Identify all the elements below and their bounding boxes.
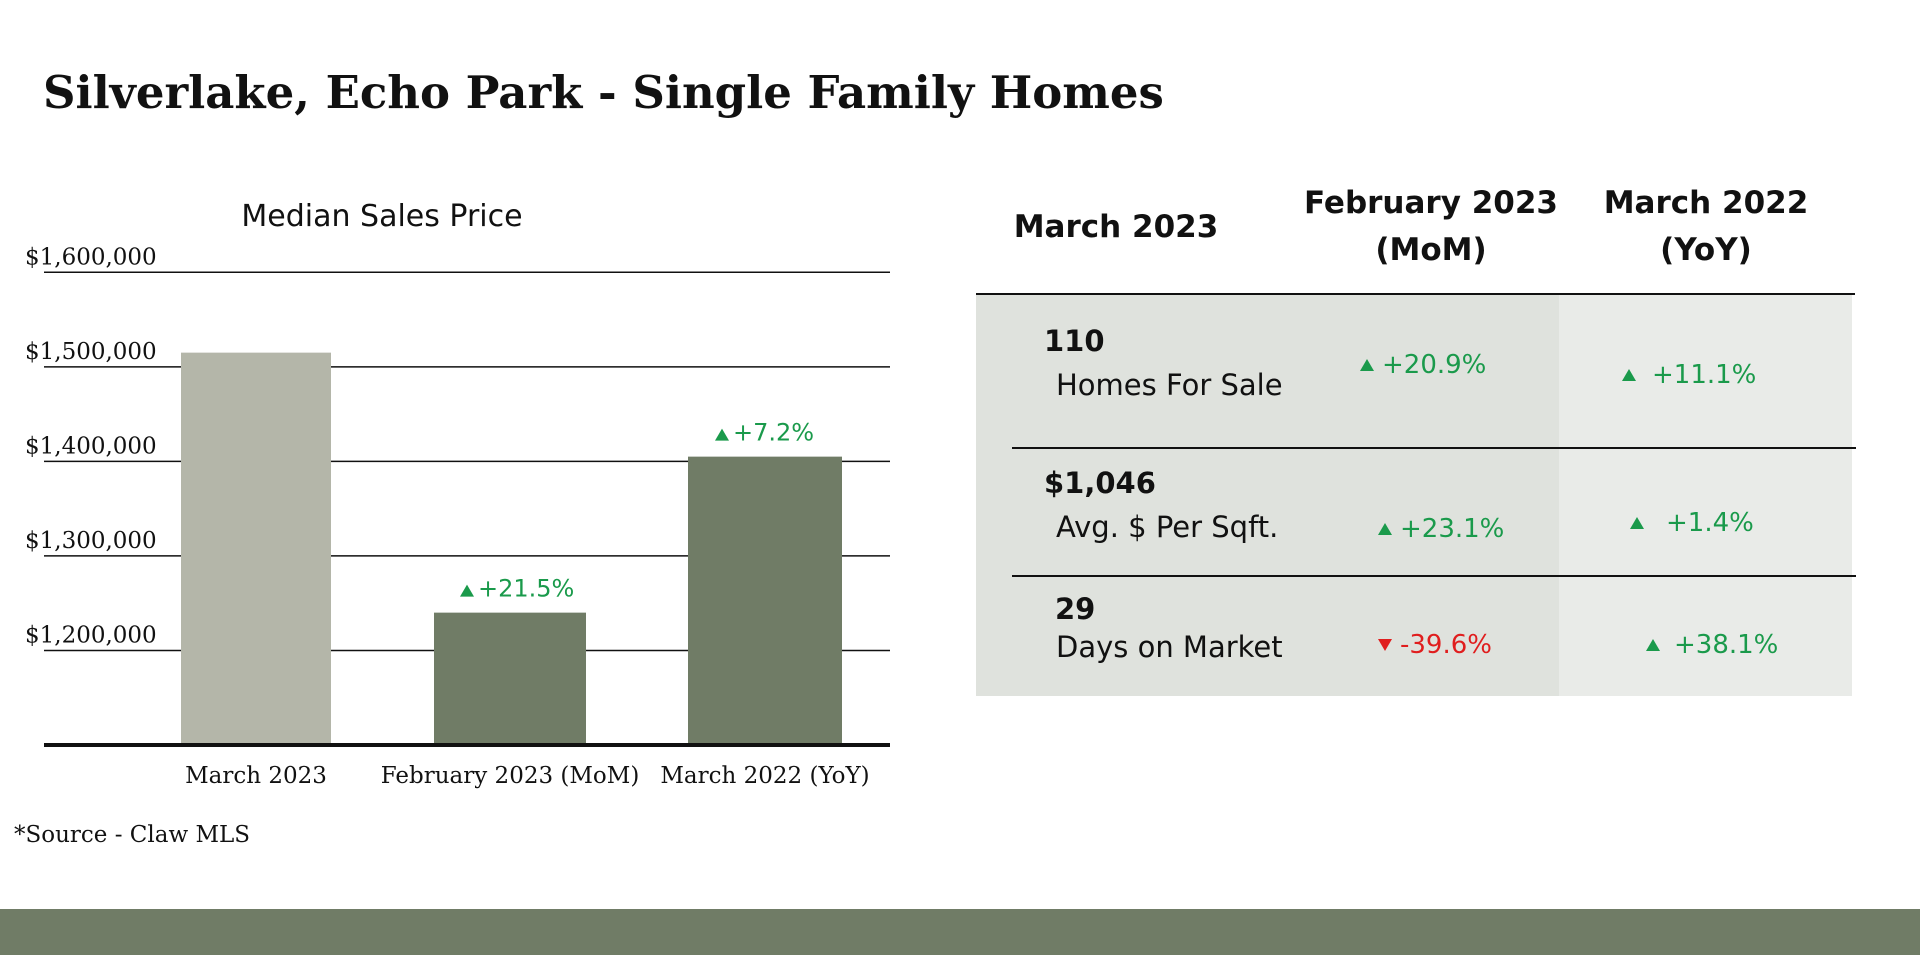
chart-bar-annotations: +21.5% +7.2% — [460, 419, 814, 603]
row-divider — [1012, 447, 1856, 449]
header-mom-line2: (MoM) — [1375, 232, 1487, 268]
up-arrow-icon — [715, 428, 729, 441]
header-current-label: March 2023 — [1013, 209, 1219, 245]
mom-change: +20.9% — [1360, 350, 1486, 380]
yoy-change-value: +38.1% — [1674, 630, 1779, 660]
footer-band — [0, 909, 1920, 955]
header-yoy-line2: (YoY) — [1660, 232, 1752, 268]
y-tick-label: $1,400,000 — [25, 433, 157, 459]
x-tick-label: March 2022 (YoY) — [660, 763, 869, 789]
median-price-chart: Median Sales Price $1,200,000$1,300,000$… — [25, 199, 890, 789]
up-arrow-icon — [1360, 359, 1374, 371]
mom-change-value: +20.9% — [1382, 350, 1487, 380]
chart-y-tick-labels: $1,200,000 $1,300,000 $1,400,000 $1,500,000… — [25, 244, 157, 648]
metric-value: 110 — [1044, 324, 1105, 358]
yoy-change: +11.1% — [1622, 360, 1756, 390]
up-arrow-icon — [460, 584, 474, 597]
stats-table: March 2023 February 2023 (MoM) March 202… — [976, 180, 1856, 700]
down-arrow-icon — [1378, 639, 1392, 651]
metric-value: $1,046 — [1044, 466, 1156, 500]
bar — [181, 352, 331, 745]
bar — [688, 456, 842, 745]
metric-value: 29 — [1055, 592, 1096, 626]
stats-row-days-on-market: 29 Days on Market -39.6% +38.1% — [976, 576, 1856, 696]
header-current: March 2023 — [996, 204, 1236, 251]
y-tick-label: $1,500,000 — [25, 339, 157, 365]
header-rule — [976, 293, 1855, 295]
bar-annotation: +7.2% — [733, 419, 814, 447]
yoy-column-background — [1559, 294, 1852, 696]
yoy-change: +38.1% — [1646, 630, 1778, 660]
mom-column-background — [1314, 294, 1559, 696]
chart-bars — [181, 352, 842, 745]
y-tick-label: $1,200,000 — [25, 622, 157, 648]
x-tick-label: February 2023 (MoM) — [381, 763, 640, 789]
header-yoy: March 2022 (YoY) — [1566, 180, 1846, 274]
y-tick-label: $1,300,000 — [25, 528, 157, 554]
yoy-change: +1.4% — [1630, 508, 1754, 538]
header-yoy-line1: March 2022 — [1603, 185, 1809, 221]
up-arrow-icon — [1646, 639, 1660, 651]
y-tick-label: $1,600,000 — [25, 244, 157, 270]
header-mom: February 2023 (MoM) — [1276, 180, 1586, 274]
header-mom-line1: February 2023 — [1304, 185, 1558, 221]
source-note: *Source - Claw MLS — [14, 822, 251, 848]
mom-change-value: +23.1% — [1400, 514, 1505, 544]
metric-label: Days on Market — [1056, 630, 1283, 664]
stats-row-homes-for-sale: 110 Homes For Sale +20.9% +11.1% — [976, 294, 1856, 447]
row-divider — [1012, 575, 1856, 577]
up-arrow-icon — [1378, 523, 1392, 535]
metric-label: Homes For Sale — [1056, 368, 1283, 402]
up-arrow-icon — [1630, 517, 1644, 529]
up-arrow-icon — [1622, 369, 1636, 381]
bar-annotation: +21.5% — [478, 575, 574, 603]
stats-row-price-per-sqft: $1,046 Avg. $ Per Sqft. +23.1% +1.4% — [976, 448, 1856, 575]
current-column-background — [976, 294, 1314, 696]
bar — [434, 612, 586, 745]
x-tick-label: March 2023 — [185, 763, 327, 789]
mom-change: -39.6% — [1378, 630, 1492, 660]
chart-x-tick-labels: March 2023 February 2023 (MoM) March 2022 … — [185, 763, 870, 789]
page-title: Silverlake, Echo Park - Single Family Ho… — [43, 66, 1164, 119]
metric-label: Avg. $ Per Sqft. — [1056, 510, 1279, 544]
yoy-change-value: +11.1% — [1652, 360, 1757, 390]
yoy-change-value: +1.4% — [1666, 508, 1754, 538]
chart-title: Median Sales Price — [241, 199, 522, 234]
mom-change: +23.1% — [1378, 514, 1504, 544]
mom-change-value: -39.6% — [1400, 630, 1492, 660]
